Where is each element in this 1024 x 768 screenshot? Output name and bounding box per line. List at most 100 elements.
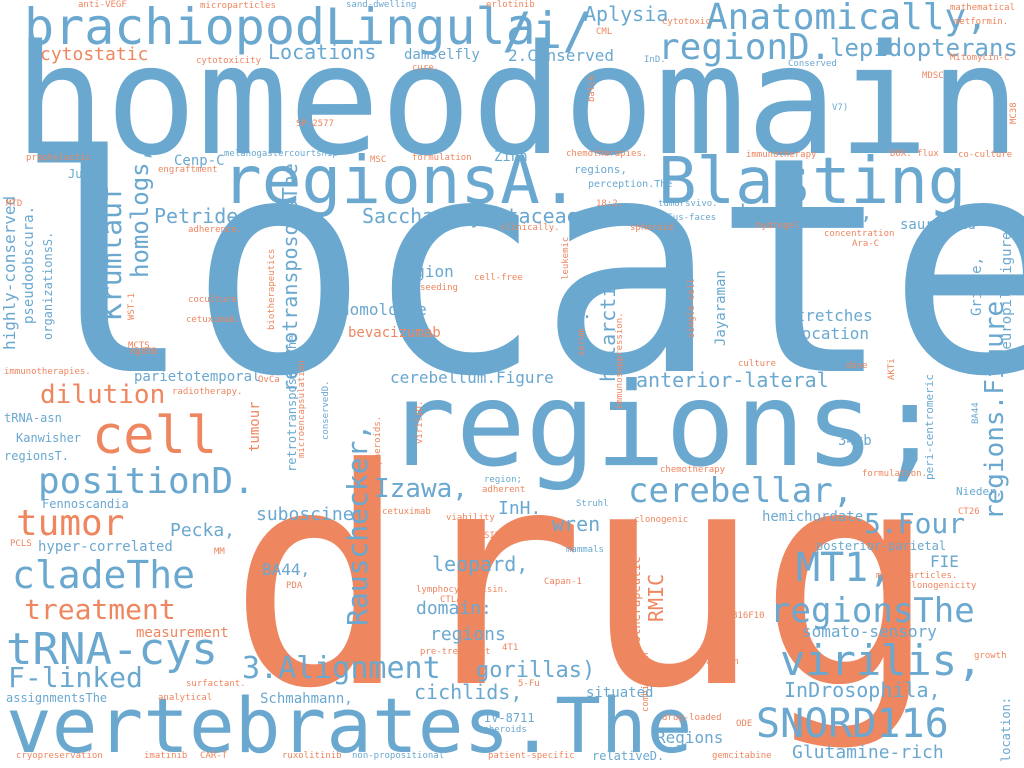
word: InH. xyxy=(498,498,542,519)
word: anterior-lateral xyxy=(636,368,829,392)
word: homeodomains xyxy=(14,12,1024,189)
word: regionD. xyxy=(658,27,832,68)
word: Aplysia xyxy=(584,2,669,26)
word: Kanwisher xyxy=(16,431,82,445)
word: cetuximab xyxy=(382,507,431,517)
word: seeding xyxy=(420,283,458,293)
word: PDA xyxy=(286,581,303,591)
word: spheroids xyxy=(478,725,527,735)
word: F-linked xyxy=(8,661,143,694)
word: cladeThe xyxy=(12,553,196,597)
word: gorillas) xyxy=(476,658,596,683)
word: V7) xyxy=(832,103,849,113)
word: viability xyxy=(446,513,495,523)
word: region; xyxy=(484,475,522,485)
word: regions xyxy=(430,624,506,645)
word: Stretches xyxy=(786,306,873,325)
word: treatment xyxy=(24,593,176,626)
word: InDrosophila, xyxy=(784,678,941,702)
word: Tmab xyxy=(838,523,860,533)
word: Petrides, xyxy=(154,204,263,228)
word: regionsThe xyxy=(770,591,975,631)
word: culture xyxy=(738,359,776,369)
word: 5.Four xyxy=(864,507,966,540)
word: spheroid xyxy=(630,223,674,233)
word: gemcitabine xyxy=(712,751,772,761)
word: Saccharomycetaceae, xyxy=(362,204,591,228)
word: AKTi xyxy=(887,358,897,380)
word: regions, xyxy=(574,163,627,176)
word: Location xyxy=(792,324,870,343)
word: tumor xyxy=(16,503,125,544)
word: coculture xyxy=(188,295,237,305)
word: MM xyxy=(214,547,225,557)
word: conservedD. xyxy=(321,380,331,440)
word: -D. xyxy=(560,302,593,323)
word: dose xyxy=(846,361,868,371)
word: ODE xyxy=(736,719,753,729)
word: pseudoobscura. xyxy=(21,205,37,324)
word: analytical xyxy=(158,693,213,703)
word: cryopreservation xyxy=(16,751,103,761)
word: cytotoxic xyxy=(662,17,711,27)
word: erlotinib xyxy=(486,0,535,10)
word: radiotherapy. xyxy=(172,387,243,397)
word: 5-Fu xyxy=(518,679,540,689)
word: patient-specific xyxy=(488,751,575,761)
word: viriliD. xyxy=(415,400,425,444)
word: biotherapeutics xyxy=(267,248,277,330)
word: Zinn xyxy=(494,149,528,165)
word: Capan-1 xyxy=(544,577,582,587)
word: region xyxy=(396,262,454,281)
word: concentration xyxy=(824,229,895,239)
word: WST-1 xyxy=(127,292,137,320)
word: /i/ xyxy=(502,2,593,60)
word: Ag85B xyxy=(130,347,158,357)
word: nisin. xyxy=(476,585,509,595)
word: homologues, xyxy=(740,200,873,224)
word: hydrogel xyxy=(756,221,800,231)
word: parietotemporal xyxy=(134,369,261,385)
word: leopard, xyxy=(432,552,529,576)
word: Mitomycin-C xyxy=(950,53,1010,63)
word: formulation. xyxy=(862,469,928,479)
word: situated xyxy=(586,685,654,701)
word: cerebellar, xyxy=(628,471,854,511)
word: regionsT. xyxy=(4,449,70,463)
word: Fennoscandia xyxy=(42,497,129,511)
word: cell-free xyxy=(474,273,523,283)
word: Izawa, xyxy=(374,474,468,504)
word: B16F10 xyxy=(732,611,765,621)
word: sand-dwelling xyxy=(346,0,417,10)
word: microencapsulation xyxy=(297,360,307,458)
word: MT1, xyxy=(796,545,893,591)
word: SIRS xyxy=(484,531,506,541)
word: relativeD. xyxy=(592,749,665,763)
word: clonogenic xyxy=(634,515,689,525)
word: FIE xyxy=(930,552,959,571)
word: CT26 xyxy=(958,507,980,517)
word: mFus-faces xyxy=(662,213,717,223)
word: BA44 xyxy=(971,402,981,424)
word: location: xyxy=(999,696,1013,762)
word: posterior-parietal xyxy=(816,539,947,553)
word: surfactant. xyxy=(186,679,246,689)
word: regions; xyxy=(386,358,945,493)
word: InD. xyxy=(644,55,666,65)
word: CML xyxy=(596,27,613,37)
word: 18:2. xyxy=(596,199,624,209)
word: homologs, xyxy=(126,147,154,278)
word: perception.The xyxy=(588,179,673,190)
word: mathematical xyxy=(950,3,1016,13)
word: mammals xyxy=(566,545,604,555)
word: immunotherapies. xyxy=(4,367,91,377)
word: Nieder, xyxy=(956,485,1003,498)
word: 34kb xyxy=(838,433,872,449)
word: microparticles xyxy=(200,1,276,11)
word: MDSC xyxy=(922,71,944,81)
word: batch xyxy=(587,74,597,102)
word: imatinib xyxy=(144,751,188,761)
word: formulation xyxy=(412,153,472,163)
word: OvCa xyxy=(258,375,280,385)
